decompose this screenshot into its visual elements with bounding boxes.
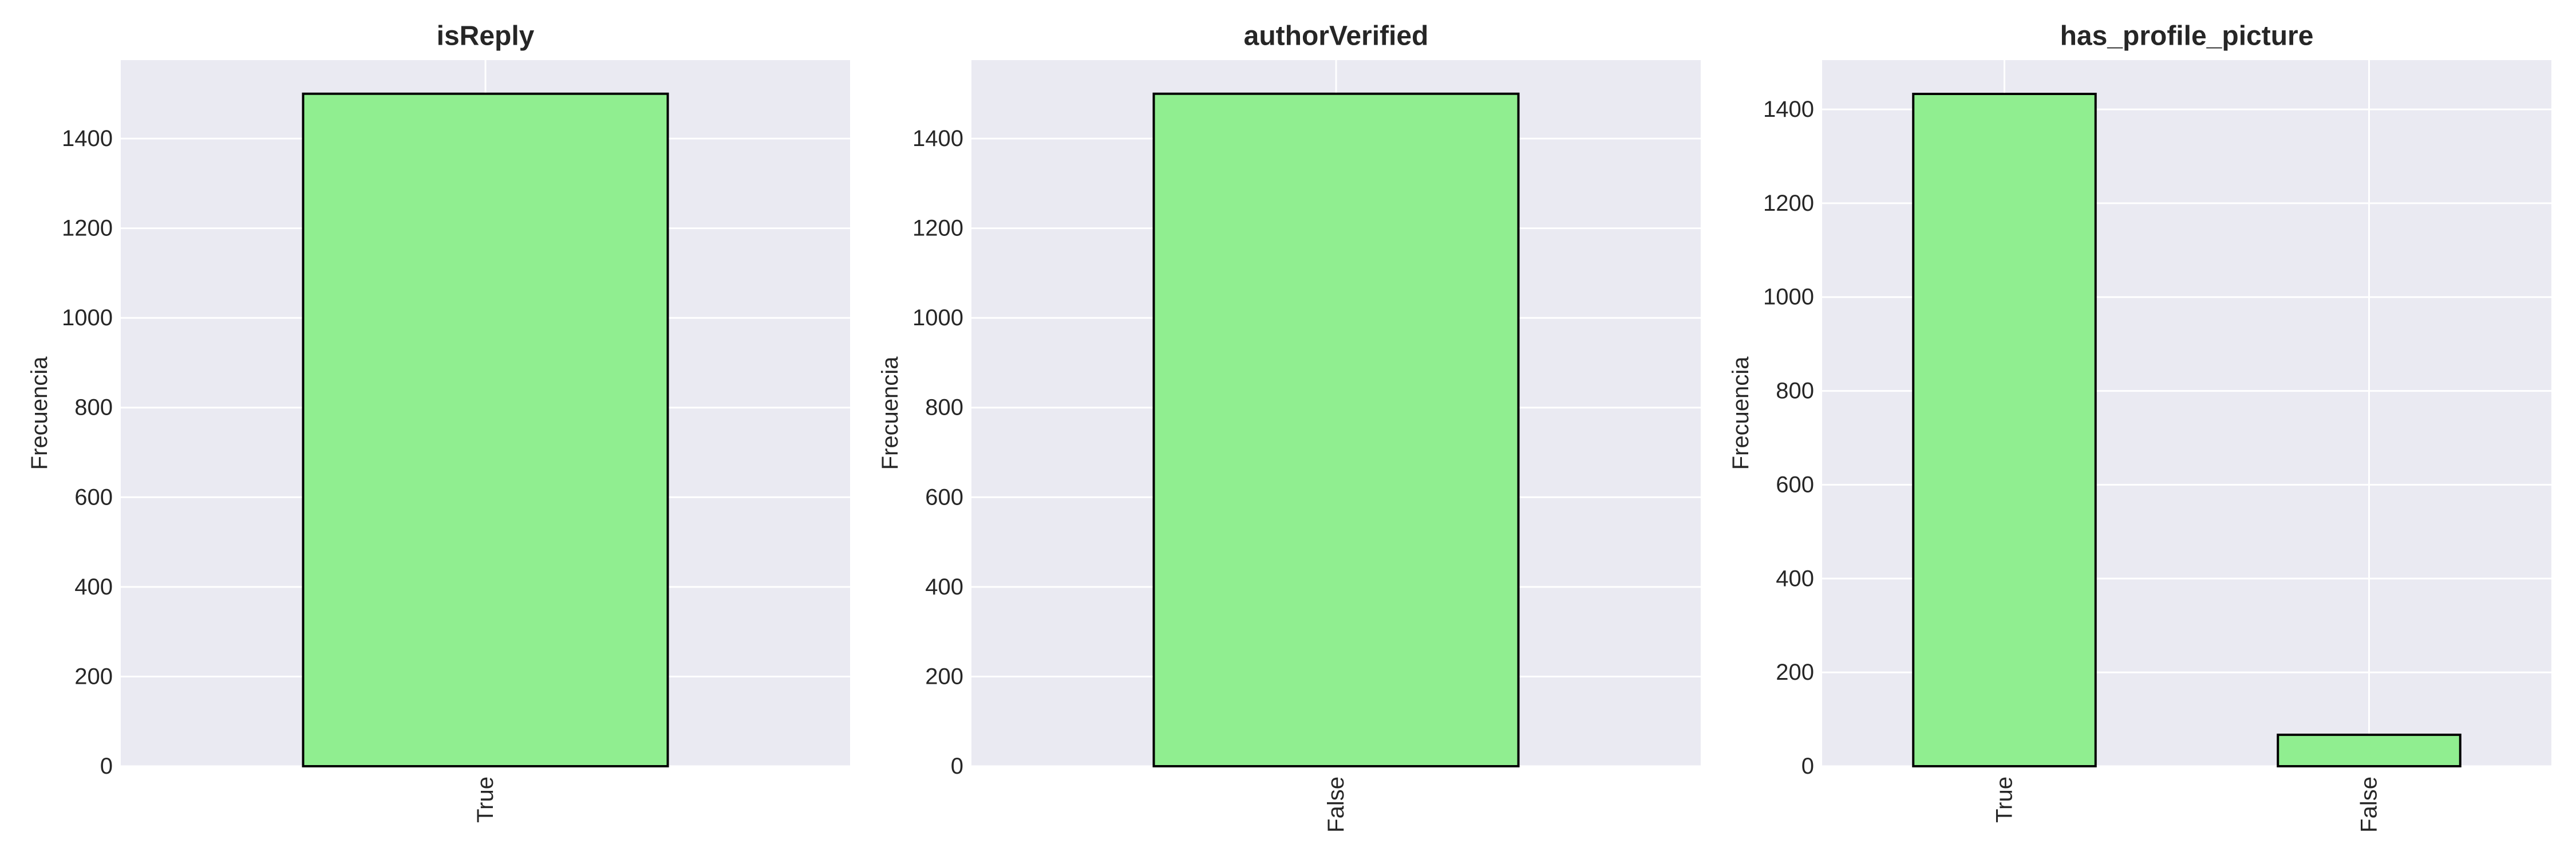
y-tick-label: 600 (1776, 472, 1814, 497)
bar-true (302, 92, 669, 768)
y-tick-label: 1400 (62, 126, 113, 151)
bar-false (1152, 92, 1520, 768)
y-axis-label: Frecuencia (1728, 356, 1753, 470)
y-tick-label: 800 (74, 395, 113, 420)
y-tick-label: 1000 (912, 305, 963, 330)
y-tick-label: 200 (1776, 660, 1814, 685)
chart-panel-authorverified: 0 200 400 600 800 1000 1200 1400 False Frecuencia… (878, 21, 1701, 833)
y-tick-label: 400 (925, 574, 963, 600)
y-tick-label: 600 (925, 484, 963, 510)
y-tick-label: 200 (925, 664, 963, 689)
y-tick-label: 800 (925, 395, 963, 420)
chart-panel-has-profile-picture: 0 200 400 600 800 1000 1200 1400 True False Frecue… (1728, 21, 2551, 833)
y-tick-label: 1400 (912, 126, 963, 151)
y-tick-label: 400 (74, 574, 113, 600)
y-tick-label: 1200 (62, 216, 113, 241)
bar-false (2277, 734, 2462, 768)
y-tick-label: 1400 (1763, 97, 1814, 122)
y-tick-label: 0 (1801, 754, 1814, 779)
bar-true (1912, 92, 2097, 767)
y-axis-label: Frecuencia (27, 356, 52, 470)
y-tick-label: 0 (951, 754, 963, 779)
chart-title: authorVerified (1244, 21, 1429, 52)
x-tick-label: False (2357, 777, 2382, 833)
chart-title: isReply (437, 21, 535, 52)
y-tick-label: 1200 (912, 216, 963, 241)
x-tick-label: True (1992, 777, 2017, 823)
y-axis-label: Frecuencia (878, 356, 903, 470)
y-tick-label: 600 (74, 484, 113, 510)
y-tick-label: 1200 (1763, 191, 1814, 216)
y-tick-label: 400 (1776, 566, 1814, 591)
y-tick-label: 0 (100, 754, 113, 779)
x-tick-label: True (473, 777, 498, 823)
chart-panel-isreply: 0 200 400 600 800 1000 1200 1400 True Frecuencia i… (27, 21, 850, 823)
y-tick-label: 1000 (1763, 285, 1814, 310)
y-tick-label: 800 (1776, 379, 1814, 404)
y-tick-label: 1000 (62, 305, 113, 330)
x-tick-label: False (1323, 777, 1349, 833)
chart-title: has_profile_picture (2060, 21, 2314, 52)
y-tick-label: 200 (74, 664, 113, 689)
